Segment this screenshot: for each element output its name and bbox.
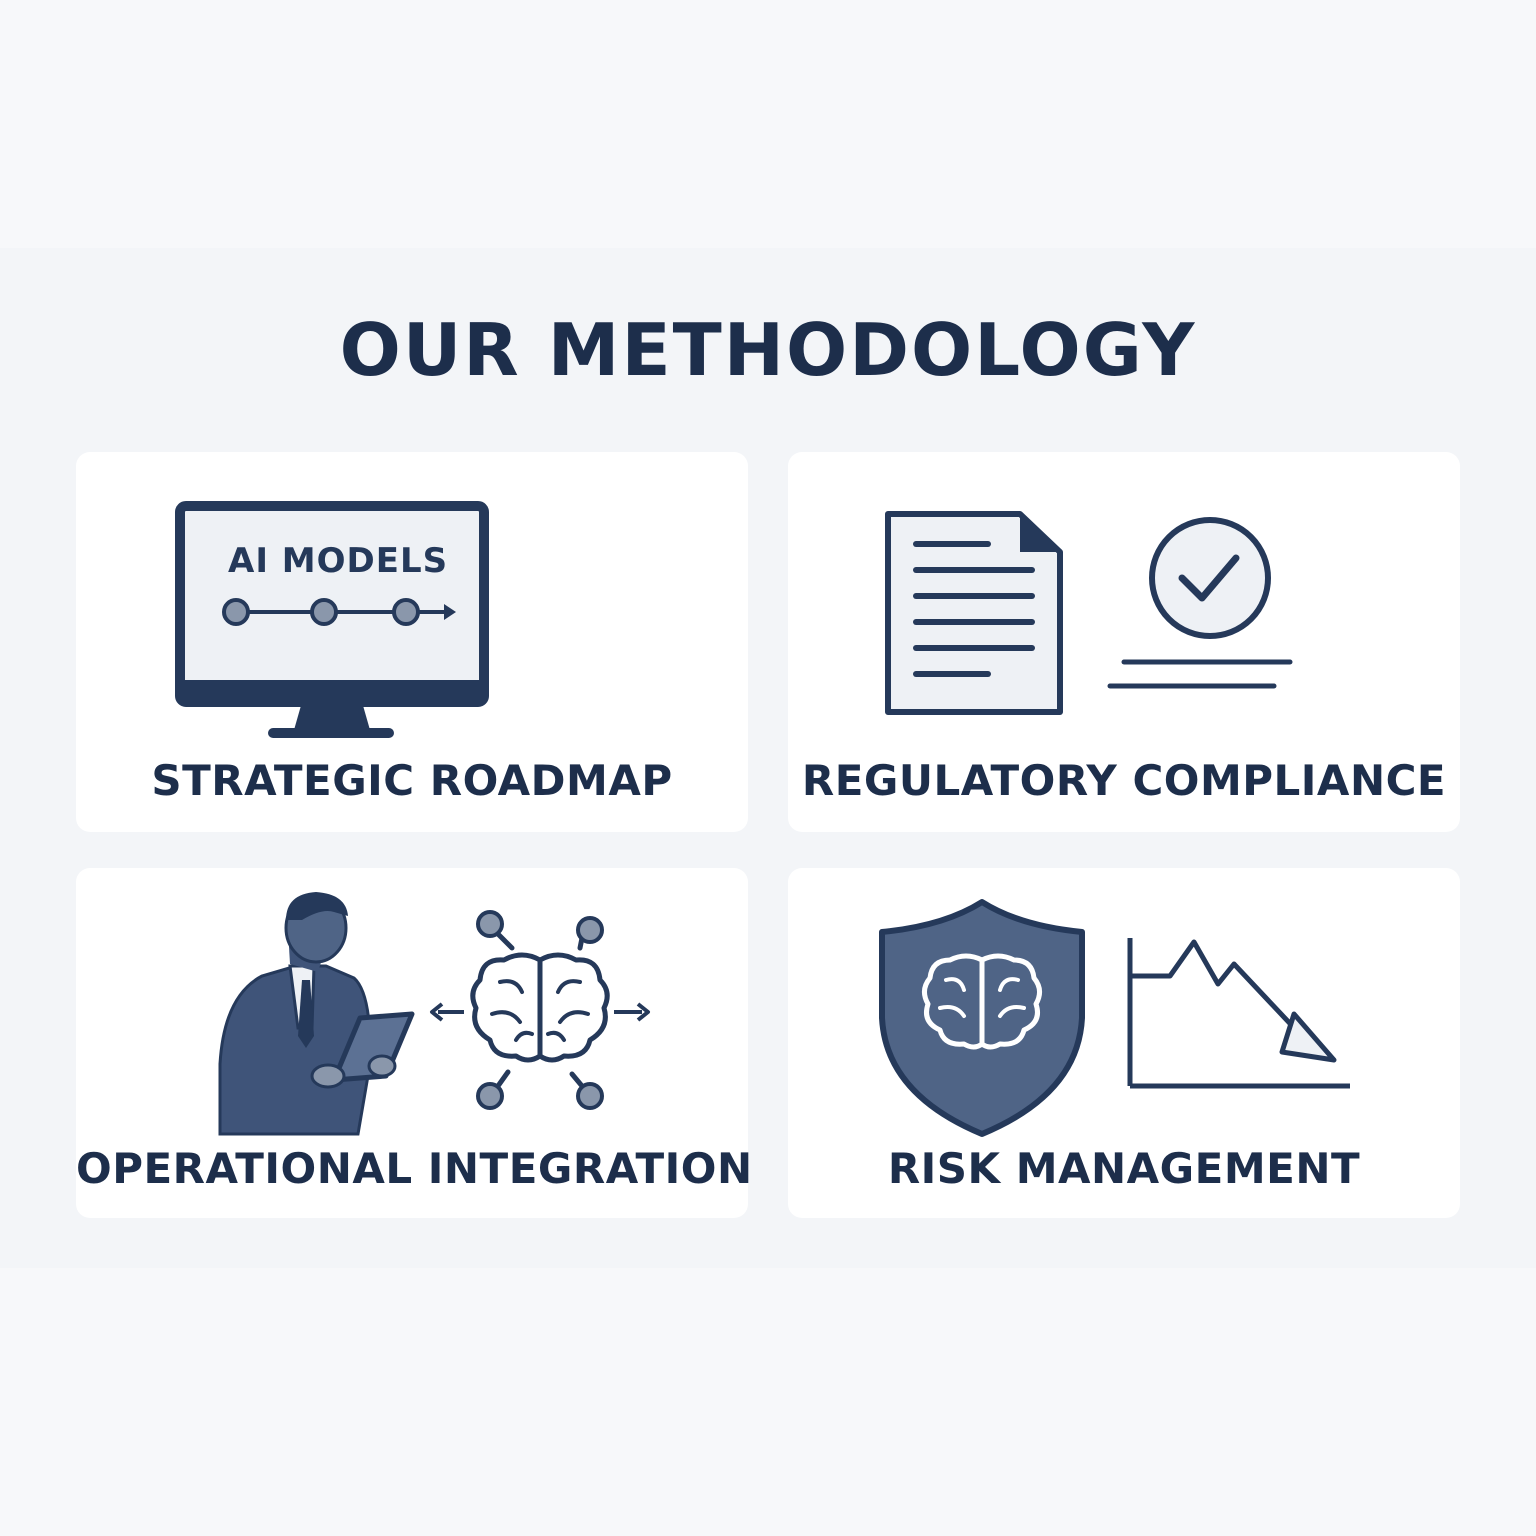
businessman-tablet-icon	[218, 892, 650, 1136]
timeline-icon	[222, 598, 456, 626]
page-title: OUR METHODOLOGY	[339, 308, 1197, 392]
card-label: OPERATIONAL INTEGRATION	[76, 1144, 753, 1193]
card-operational-integration[interactable]: OPERATIONAL INTEGRATION	[76, 868, 753, 1218]
card-label: REGULATORY COMPLIANCE	[801, 756, 1447, 805]
card-label: STRATEGIC ROADMAP	[151, 756, 673, 805]
brain-network-icon	[430, 910, 650, 1110]
screen-text: AI MODELS	[228, 541, 448, 581]
card-label: RISK MANAGEMENT	[887, 1144, 1361, 1193]
monitor-icon: AI MODELS	[175, 501, 489, 738]
card-strategic-roadmap[interactable]: AI MODELS STRATEGIC ROADMAP	[76, 452, 748, 832]
shield-brain-icon	[879, 899, 1350, 1137]
document-icon	[885, 511, 1293, 715]
check-circle-icon	[1107, 517, 1293, 689]
declining-chart-icon	[1127, 938, 1350, 1089]
card-regulatory-compliance[interactable]: REGULATORY COMPLIANCE	[788, 452, 1460, 832]
card-risk-management[interactable]: RISK MANAGEMENT	[788, 868, 1460, 1218]
